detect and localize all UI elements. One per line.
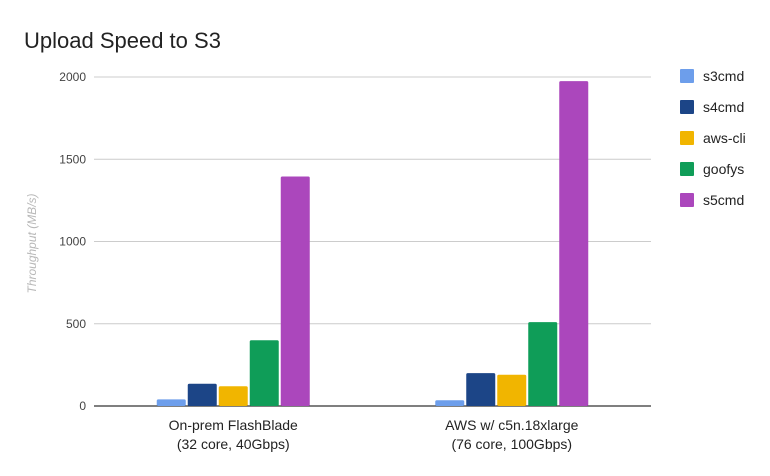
x-category-label: AWS w/ c5n.18xlarge bbox=[445, 417, 579, 433]
legend-label-s4cmd: s4cmd bbox=[703, 99, 744, 115]
legend-label-aws-cli: aws-cli bbox=[703, 130, 746, 146]
y-axis: 0 500 1000 1500 2000 bbox=[59, 70, 86, 413]
bar-s3cmd-1 bbox=[435, 400, 465, 406]
bar-aws-cli-0 bbox=[218, 386, 248, 406]
legend-label-s5cmd: s5cmd bbox=[703, 192, 744, 208]
y-tick-label: 2000 bbox=[59, 70, 86, 84]
bar-s4cmd-1 bbox=[466, 373, 496, 406]
y-tick-label: 500 bbox=[66, 317, 86, 331]
gridlines bbox=[94, 76, 651, 407]
legend: s3cmd s4cmd aws-cli goofys s5cmd bbox=[680, 68, 746, 208]
legend-swatch-s4cmd bbox=[680, 100, 694, 114]
legend-swatch-s5cmd bbox=[680, 193, 694, 207]
legend-label-s3cmd: s3cmd bbox=[703, 68, 744, 84]
bar-aws-cli-1 bbox=[497, 374, 527, 406]
legend-swatch-goofys bbox=[680, 162, 694, 176]
y-axis-label: Throughput (MB/s) bbox=[25, 193, 39, 293]
y-tick-label: 0 bbox=[79, 399, 86, 413]
bar-s4cmd-0 bbox=[187, 383, 217, 406]
legend-swatch-s3cmd bbox=[680, 69, 694, 83]
bar-goofys-0 bbox=[249, 340, 279, 406]
x-category-label: (32 core, 40Gbps) bbox=[177, 436, 290, 452]
bar-s5cmd-0 bbox=[280, 176, 310, 406]
bar-s3cmd-0 bbox=[156, 399, 186, 406]
x-category-label: On-prem FlashBlade bbox=[169, 417, 298, 433]
bar-s5cmd-1 bbox=[559, 81, 589, 407]
bar-goofys-1 bbox=[528, 322, 558, 406]
x-axis-categories: On-prem FlashBlade (32 core, 40Gbps) AWS w… bbox=[169, 417, 579, 452]
y-tick-label: 1500 bbox=[59, 152, 86, 166]
bars bbox=[156, 81, 589, 407]
y-tick-label: 1000 bbox=[59, 235, 86, 249]
x-category-label: (76 core, 100Gbps) bbox=[451, 436, 572, 452]
chart-title: Upload Speed to S3 bbox=[24, 28, 221, 53]
legend-swatch-aws-cli bbox=[680, 131, 694, 145]
legend-label-goofys: goofys bbox=[703, 161, 744, 177]
